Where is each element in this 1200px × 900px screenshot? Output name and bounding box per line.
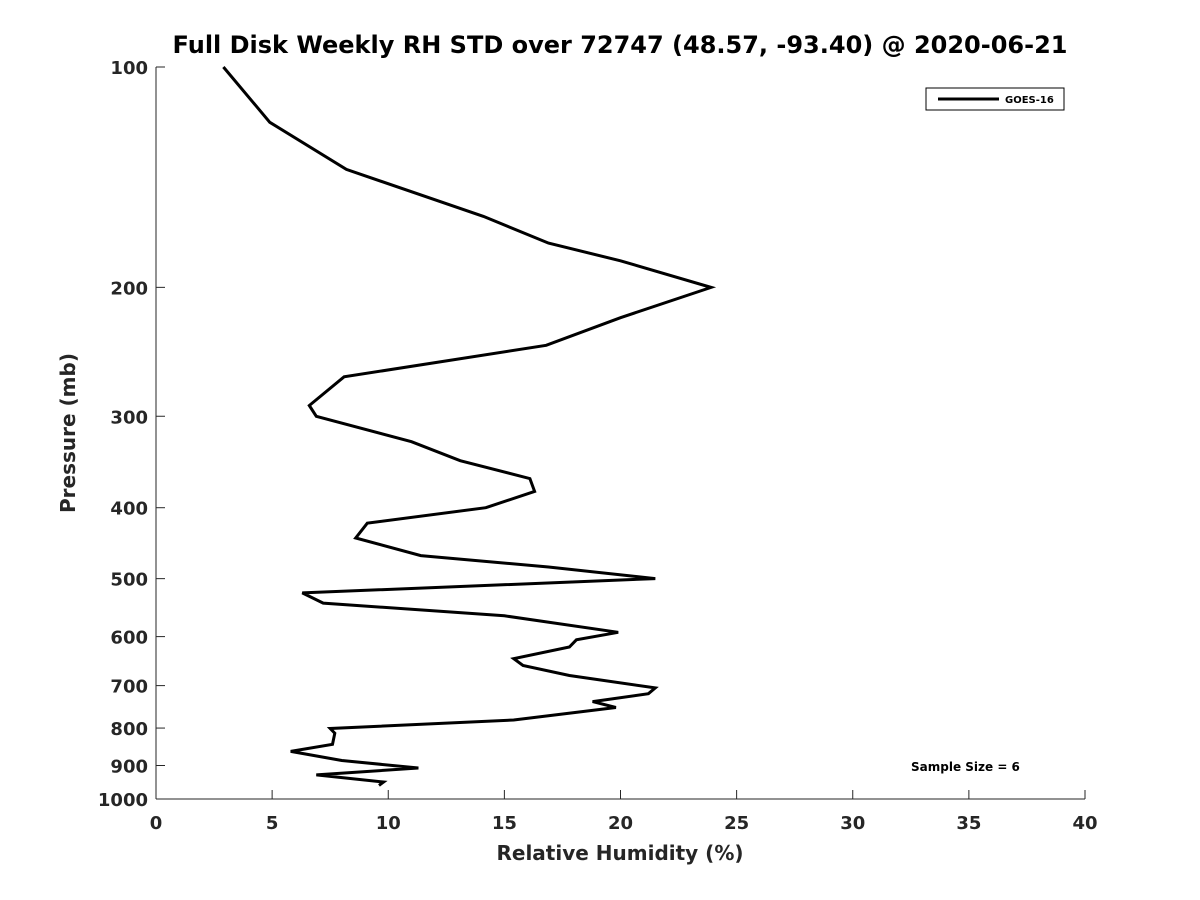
plot-area [156, 67, 1085, 799]
x-tick-label: 20 [608, 813, 633, 834]
y-tick-label: 300 [110, 407, 148, 428]
series-layer [222, 66, 717, 787]
y-tick-label: 200 [110, 278, 148, 299]
y-tick-label: 400 [110, 499, 148, 520]
series-line-goes-16 [222, 66, 717, 787]
x-tick-label: 30 [840, 813, 865, 834]
x-axis-label: Relative Humidity (%) [496, 841, 743, 865]
y-axis-label: Pressure (mb) [56, 353, 80, 513]
y-tick-label: 700 [110, 677, 148, 698]
x-tick-label: 35 [956, 813, 981, 834]
y-tick-label: 500 [110, 570, 148, 591]
chart-title: Full Disk Weekly RH STD over 72747 (48.5… [173, 31, 1068, 59]
sample-size-annotation: Sample Size = 6 [911, 760, 1020, 774]
x-tick-label: 10 [376, 813, 401, 834]
legend-label: GOES-16 [1005, 95, 1054, 106]
y-tick-label: 900 [110, 757, 148, 778]
x-tick-label: 0 [150, 813, 163, 834]
x-tick-label: 40 [1072, 813, 1097, 834]
x-axis: 0 5 10 15 20 25 30 35 40 [150, 790, 1098, 834]
y-tick-label: 600 [110, 628, 148, 649]
x-tick-label: 25 [724, 813, 749, 834]
x-tick-label: 5 [266, 813, 279, 834]
y-axis: 100 200 300 400 500 600 700 800 900 1000 [98, 58, 165, 811]
legend: GOES-16 [925, 87, 1065, 111]
y-tick-label: 1000 [98, 790, 148, 811]
x-tick-label: 15 [492, 813, 517, 834]
y-tick-label: 100 [110, 58, 148, 79]
y-tick-label: 800 [110, 719, 148, 740]
